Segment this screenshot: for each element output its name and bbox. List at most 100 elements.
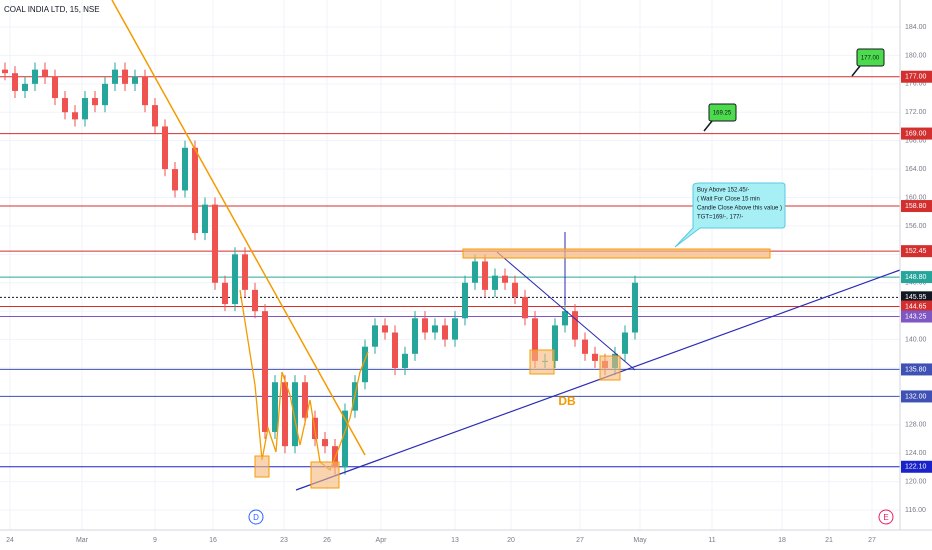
pointer <box>703 120 713 132</box>
candle-body <box>192 147 198 234</box>
x-tick-label: 11 <box>708 537 715 544</box>
target-label: 169.25 <box>713 111 732 117</box>
candle-body <box>282 382 288 447</box>
candle-body <box>142 76 148 106</box>
candle-body <box>442 325 448 340</box>
levels <box>0 76 900 468</box>
axis-labels: 116.00120.00124.00128.00132.00136.00140.… <box>6 24 932 544</box>
level-tag <box>901 300 932 313</box>
level-label: 158.80 <box>905 203 927 210</box>
box <box>599 355 621 381</box>
callout <box>674 182 786 248</box>
level-label: 148.80 <box>905 274 927 281</box>
candle-body <box>392 332 398 369</box>
level-label: 177.00 <box>905 74 927 81</box>
level-tag <box>901 245 932 258</box>
candle-body <box>32 69 38 84</box>
candle-body <box>292 382 298 447</box>
price-axis <box>900 0 932 530</box>
x-tick-label: 27 <box>576 537 584 544</box>
candle-body <box>252 289 258 312</box>
x-tick-label: 24 <box>6 537 14 544</box>
level-tag <box>901 271 932 284</box>
candle-body <box>152 105 158 127</box>
y-tick-label: 128.00 <box>905 422 927 429</box>
candle-body <box>492 275 498 290</box>
level-tag <box>901 127 932 140</box>
x-tick-label: 16 <box>209 537 217 544</box>
target-box <box>856 48 885 67</box>
x-tick-label: 13 <box>451 537 459 544</box>
level-tag <box>901 460 932 473</box>
candle-body <box>132 76 138 84</box>
candle-body <box>402 353 408 369</box>
candle-body <box>552 325 558 361</box>
candle-body <box>632 282 638 333</box>
resistance-zone <box>462 248 771 259</box>
zigzag <box>239 289 369 472</box>
candle-body <box>512 282 518 297</box>
y-tick-label: 172.00 <box>905 109 927 116</box>
marker-label: D <box>253 513 259 522</box>
candle-body <box>102 83 108 106</box>
trend-line <box>295 269 901 491</box>
labels: COAL INDIA LTD, 15, NSE 177.00 169.25 Bu… <box>4 5 889 522</box>
candle-body <box>592 353 598 361</box>
candle-body <box>472 261 478 283</box>
x-tick-label: Mar <box>76 537 89 544</box>
level-tag <box>901 363 932 376</box>
y-tick-label: 120.00 <box>905 479 927 486</box>
candle-body <box>162 126 168 170</box>
candle-body <box>272 382 278 432</box>
candle-body <box>212 204 218 283</box>
candle-body <box>422 318 428 333</box>
level-label: 152.45 <box>905 248 927 255</box>
candle-body <box>112 69 118 84</box>
candle-body <box>582 339 588 354</box>
candle-body <box>22 83 28 91</box>
target-box <box>708 103 737 122</box>
note: Buy Above 152.45/- <box>697 188 749 194</box>
y-tick-label: 160.00 <box>905 194 927 201</box>
marker <box>878 509 894 525</box>
x-tick-label: May <box>633 537 647 544</box>
y-tick-label: 164.00 <box>905 166 927 173</box>
candle-body <box>302 382 308 418</box>
level-label: 122.10 <box>905 464 927 471</box>
x-tick-label: 26 <box>323 537 331 544</box>
candle-body <box>172 169 178 191</box>
y-tick-label: 124.00 <box>905 450 927 457</box>
note: ( Wait For Close 15 min <box>697 197 760 203</box>
candle-body <box>622 332 628 354</box>
candle-body <box>412 318 418 354</box>
candle-body <box>342 410 348 468</box>
trend-line <box>496 251 636 371</box>
y-tick-label: 180.00 <box>905 52 927 59</box>
candle-body <box>462 282 468 319</box>
candle-body <box>482 261 488 290</box>
candle-body <box>382 325 388 333</box>
y-tick-label: 156.00 <box>905 223 927 230</box>
candle-body <box>72 112 78 120</box>
candle-body <box>572 311 578 340</box>
candle-body <box>242 254 248 290</box>
trend-line <box>111 0 366 456</box>
x-tick-label: 9 <box>153 537 157 544</box>
drawings <box>111 0 901 525</box>
candle-body <box>12 73 18 91</box>
y-tick-label: 116.00 <box>905 507 926 514</box>
marker <box>248 509 264 525</box>
candle-body <box>362 346 368 383</box>
level-tag <box>901 70 932 83</box>
x-tick-label: 27 <box>868 537 876 544</box>
level-label: 145.95 <box>905 294 927 301</box>
level-label: 132.00 <box>905 393 927 400</box>
x-tick-label: 20 <box>507 537 515 544</box>
note: TGT=169/-, 177/- <box>697 215 743 221</box>
marker-label: E <box>883 513 888 522</box>
y-tick-label: 168.00 <box>905 138 927 145</box>
target-label: 177.00 <box>861 56 880 62</box>
box <box>529 349 555 375</box>
